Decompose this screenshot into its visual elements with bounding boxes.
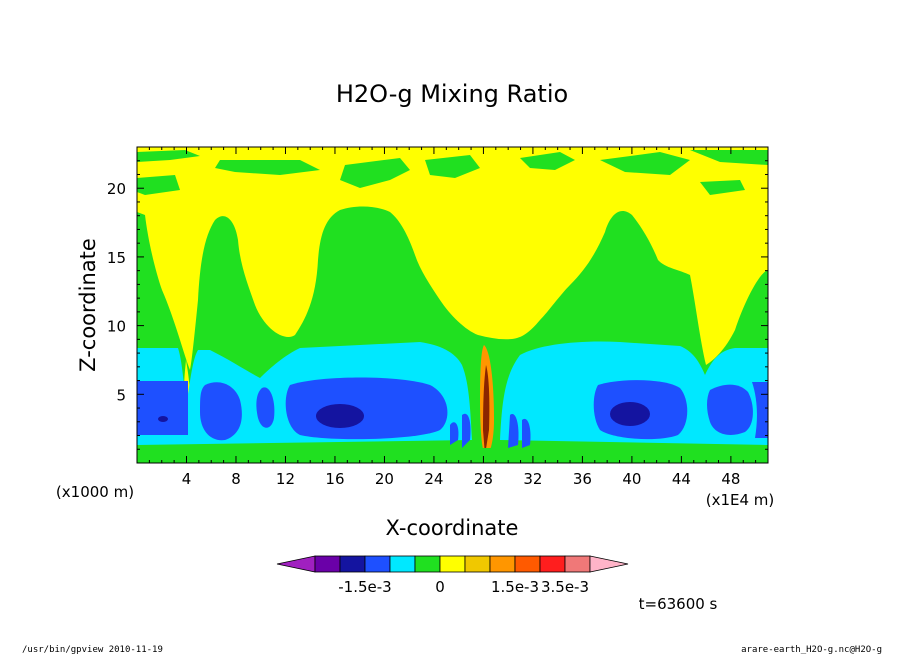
colorbar-tick-label: 1.5e-3 xyxy=(491,578,539,596)
field-blue xyxy=(508,414,519,448)
field-blue xyxy=(462,413,471,448)
x-tick-label: 4 xyxy=(182,470,192,488)
y-tick-label: 5 xyxy=(116,386,126,404)
x-tick-label: 48 xyxy=(721,470,740,488)
chart-title: H2O-g Mixing Ratio xyxy=(336,80,568,108)
x-tick-label: 24 xyxy=(424,470,443,488)
field-dark-blue xyxy=(158,416,168,422)
x-tick-label: 8 xyxy=(231,470,241,488)
field-green-top-band xyxy=(215,160,320,175)
x-axis-ticks: 4 8 12 16 20 24 28 32 36 40 44 48 xyxy=(148,147,757,488)
colorbar-swatch xyxy=(489,555,516,573)
y-unit-label: (x1000 m) xyxy=(56,483,134,501)
colorbar-swatch xyxy=(564,555,591,573)
field-blue xyxy=(200,382,242,441)
field-green-top-band xyxy=(137,175,180,195)
y-tick-label: 20 xyxy=(107,180,126,198)
colorbar-extend-low xyxy=(276,555,316,573)
field-plume xyxy=(483,365,490,455)
colorbar-extend-high xyxy=(589,555,629,573)
colorbar-tick-label: -1.5e-3 xyxy=(338,578,391,596)
y-axis-ticks: 5 10 15 20 xyxy=(107,160,768,450)
colorbar-swatch xyxy=(339,555,366,573)
y-tick-label: 10 xyxy=(107,318,126,336)
footer-left: /usr/bin/gpview 2010-11-19 xyxy=(22,645,163,654)
x-tick-label: 40 xyxy=(622,470,641,488)
x-axis-label: X-coordinate xyxy=(386,516,519,540)
field-blue xyxy=(522,418,531,448)
field-dark-blue xyxy=(316,404,364,428)
x-tick-label: 28 xyxy=(474,470,493,488)
colorbar-swatch xyxy=(364,555,391,573)
field-green-top-band xyxy=(690,150,768,165)
field-green-top-band xyxy=(340,158,410,188)
field-blue xyxy=(707,384,753,435)
footer-right: arare-earth_H2O-g.nc@H2O-g xyxy=(741,645,882,654)
colorbar-tick-labels: -1.5e-3 0 1.5e-3 3.5e-3 xyxy=(338,578,589,596)
y-axis-label: Z-coordinate xyxy=(76,238,100,372)
field-blue xyxy=(137,381,188,435)
colorbar-swatch xyxy=(314,555,341,573)
colorbar-swatch xyxy=(464,555,491,573)
field-blue xyxy=(256,387,275,428)
plot-area xyxy=(136,146,769,464)
field-green-top-band xyxy=(600,152,690,175)
field-green-top-band xyxy=(700,180,745,195)
field-blue xyxy=(450,422,459,445)
colorbar xyxy=(276,555,629,573)
colorbar-swatch xyxy=(414,555,441,573)
field-green-top-band xyxy=(137,150,200,162)
x-tick-label: 16 xyxy=(325,470,344,488)
field-yellow-upper xyxy=(137,147,768,370)
plot-frame xyxy=(136,146,769,464)
colorbar-tick-label: 0 xyxy=(435,578,445,596)
colorbar-tick-label: 3.5e-3 xyxy=(541,578,589,596)
colorbar-swatch xyxy=(439,555,466,573)
y-tick-label: 15 xyxy=(107,249,126,267)
x-unit-label: (x1E4 m) xyxy=(706,491,775,509)
field-blue xyxy=(285,377,448,440)
field-green-bottom xyxy=(137,448,768,463)
field-green-top-band xyxy=(520,152,575,170)
x-tick-label: 20 xyxy=(375,470,394,488)
x-tick-label: 32 xyxy=(523,470,542,488)
colorbar-swatch xyxy=(389,555,416,573)
colorbar-swatch xyxy=(514,555,541,573)
x-tick-label: 36 xyxy=(573,470,592,488)
field-green-top-band xyxy=(425,155,480,178)
x-tick-label: 12 xyxy=(276,470,295,488)
x-tick-label: 44 xyxy=(672,470,691,488)
field-dark-blue xyxy=(610,402,650,426)
colorbar-swatch xyxy=(539,555,566,573)
time-label: t=63600 s xyxy=(639,595,718,613)
field-blue xyxy=(752,382,768,438)
